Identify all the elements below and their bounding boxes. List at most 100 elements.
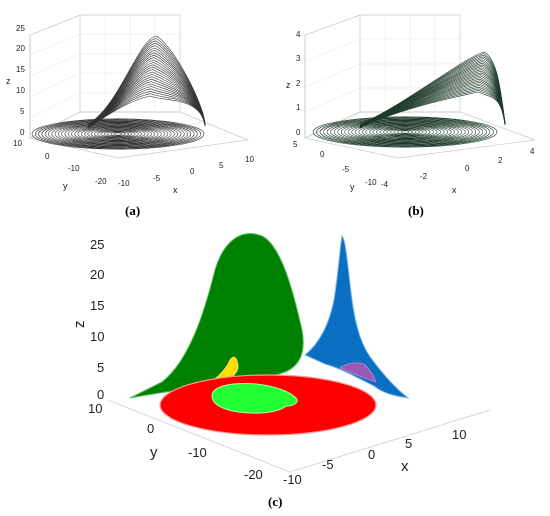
- trajectory-ring: [110, 131, 126, 137]
- trajectory-ring: [393, 129, 417, 135]
- trajectory-ring: [330, 119, 480, 145]
- trajectory-ring: [333, 119, 477, 145]
- trajectory-ring: [358, 123, 452, 141]
- trajectory-lobe: [87, 71, 206, 127]
- panel-b-ztick: 0: [296, 128, 301, 137]
- trajectory-ring: [77, 126, 159, 142]
- trajectory-ring: [94, 129, 142, 139]
- panel-a-xtick: 5: [219, 161, 224, 170]
- panel-c-axes: [107, 399, 491, 473]
- panel-c-ytick: 10: [88, 401, 102, 416]
- trajectory-lobe: [87, 78, 206, 128]
- trajectory-ring: [376, 126, 434, 138]
- panel-a-ztick: 5: [20, 107, 25, 116]
- panel-b-caption: (b): [408, 203, 424, 218]
- trajectory-ring: [312, 116, 498, 148]
- panel-c-green-region: [129, 233, 304, 399]
- panel-c-xtick: 10: [452, 427, 466, 442]
- panel-a-xtick: -5: [153, 174, 161, 183]
- trajectory-ring: [48, 121, 188, 147]
- panel-c-caption: (c): [268, 494, 282, 509]
- trajectory-lobe: [87, 66, 206, 127]
- panel-b-ytick: 0: [320, 150, 325, 159]
- trajectory-ring: [326, 118, 484, 146]
- panel-c-ztick: 20: [90, 267, 104, 282]
- panel-a-zlabel: z: [6, 76, 11, 86]
- trajectory-ring: [383, 127, 427, 137]
- panel-b-trajectory: [312, 51, 506, 148]
- panel-c-xtick: 0: [368, 447, 375, 462]
- trajectory-ring: [361, 124, 449, 140]
- trajectory-ring: [97, 129, 139, 139]
- trajectory-ring: [344, 121, 466, 143]
- trajectory-ring: [347, 122, 463, 142]
- panel-b-ytick: -10: [365, 178, 377, 187]
- trajectory-lobe: [87, 93, 206, 129]
- panel-c-ytick: -20: [244, 467, 263, 482]
- panel-b-ztick: 1: [296, 103, 301, 112]
- panel-a-ztick: 20: [16, 44, 25, 53]
- trajectory-ring: [372, 126, 438, 138]
- panel-b-zlabel: z: [286, 80, 291, 90]
- trajectory-lobe: [87, 64, 206, 127]
- panel-c-zlabel: z: [71, 321, 88, 329]
- trajectory-lobe: [87, 81, 206, 128]
- trajectory-lobe: [359, 51, 506, 125]
- trajectory-ring: [337, 120, 473, 144]
- trajectory-ring: [51, 121, 185, 147]
- trajectory-ring: [113, 132, 123, 136]
- panel-c-ztick: 15: [90, 298, 104, 313]
- panel-a-ztick: 0: [20, 128, 25, 137]
- panel-b-ytick: 5: [293, 140, 298, 149]
- trajectory-ring: [369, 125, 441, 139]
- panel-a-ztick: 10: [16, 86, 25, 95]
- panel-a-xlabel: x: [173, 185, 178, 195]
- trajectory-ring: [54, 122, 182, 146]
- trajectory-ring: [316, 117, 494, 147]
- panel-c-ztick: 25: [90, 237, 104, 252]
- trajectory-ring: [44, 120, 192, 148]
- trajectory-ring: [38, 119, 198, 149]
- trajectory-ring: [67, 124, 169, 144]
- trajectory-lobe: [87, 86, 206, 128]
- trajectory-ring: [354, 123, 456, 141]
- trajectory-ring: [41, 120, 195, 148]
- panel-c-xtick: 5: [405, 436, 412, 451]
- panel-a-ytick: -10: [68, 164, 80, 173]
- trajectory-ring: [397, 129, 413, 135]
- panel-a-caption: (a): [125, 203, 140, 218]
- panel-a-ztick: 25: [16, 24, 25, 33]
- trajectory-ring: [61, 123, 175, 145]
- panel-c-ztick: 10: [90, 329, 104, 344]
- trajectory-ring: [57, 122, 179, 146]
- panel-a-box: [28, 14, 250, 159]
- trajectory-ring: [84, 127, 152, 141]
- panel-a-ylabel: y: [63, 181, 68, 191]
- trajectory-ring: [340, 120, 470, 144]
- panel-b-xtick: 2: [498, 156, 503, 165]
- panel-a-ztick: 15: [16, 65, 25, 74]
- trajectory-lobe: [87, 88, 206, 128]
- trajectory-ring: [365, 124, 445, 140]
- trajectory-lobe: [87, 74, 206, 127]
- trajectory-ring: [351, 122, 459, 142]
- trajectory-lobe: [87, 62, 206, 127]
- trajectory-lobe: [359, 91, 506, 129]
- panel-a-xtick: -10: [118, 179, 130, 188]
- trajectory-ring: [386, 128, 424, 136]
- trajectory-ring: [80, 126, 156, 142]
- panel-b-xlabel: x: [452, 185, 457, 195]
- panel-c-ylabel: y: [150, 444, 158, 461]
- panel-c-light-green-region: [211, 383, 298, 414]
- trajectory-ring: [34, 119, 202, 149]
- trajectory-lobe: [87, 35, 206, 125]
- panel-c-xlabel: x: [401, 458, 409, 475]
- trajectory-ring: [107, 131, 129, 137]
- panel-b-ylabel: y: [350, 182, 355, 192]
- panel-c-blue-region: [304, 234, 410, 399]
- panel-b-ztick: 2: [296, 79, 301, 88]
- panel-a-ytick: -20: [95, 177, 107, 186]
- panel-b-xtick: 0: [465, 164, 470, 173]
- panel-a-ytick: 10: [13, 139, 22, 148]
